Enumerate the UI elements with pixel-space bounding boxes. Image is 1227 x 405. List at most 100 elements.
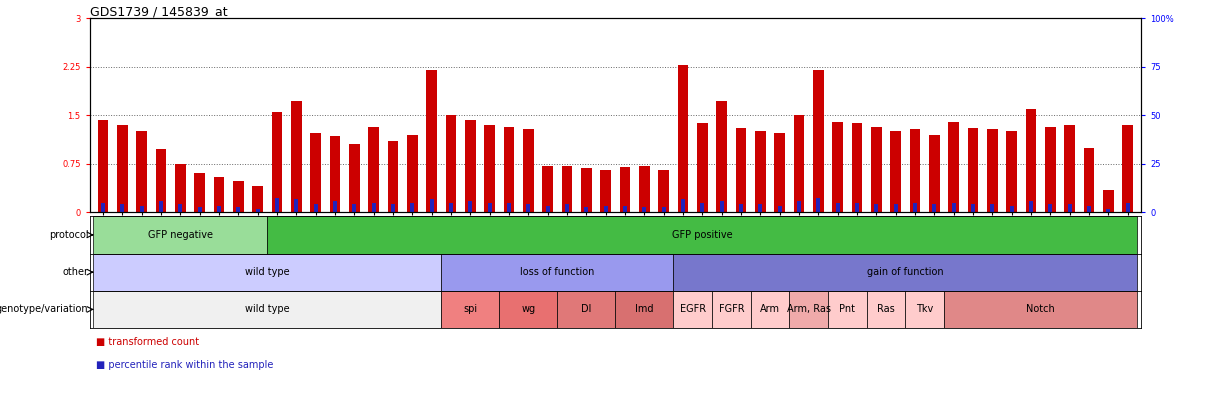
Bar [871, 127, 882, 212]
Bar [774, 133, 785, 212]
Bar [175, 164, 185, 212]
Bar [93, 216, 267, 254]
Bar [832, 122, 843, 212]
Text: GFP negative: GFP negative [148, 230, 213, 240]
Bar [156, 149, 167, 212]
Bar [391, 205, 395, 212]
Bar [681, 199, 685, 212]
Bar [987, 130, 998, 212]
Bar [388, 141, 399, 212]
Bar [584, 207, 588, 212]
Bar [952, 202, 956, 212]
Bar [198, 207, 201, 212]
Bar [504, 127, 514, 212]
Bar [485, 125, 494, 212]
Bar [836, 202, 839, 212]
Bar [542, 166, 553, 212]
Bar [98, 120, 108, 212]
Bar [213, 177, 225, 212]
Bar [674, 291, 712, 328]
Bar [623, 206, 627, 212]
Text: Ras: Ras [877, 305, 894, 314]
Bar [449, 202, 453, 212]
Bar [233, 181, 244, 212]
Bar [255, 209, 260, 212]
Bar [442, 254, 674, 291]
Bar [866, 291, 906, 328]
Bar [789, 291, 828, 328]
Bar [488, 202, 492, 212]
Bar [701, 202, 704, 212]
Bar [1107, 209, 1110, 212]
Bar [267, 216, 1137, 254]
Bar [798, 200, 801, 212]
Bar [310, 133, 321, 212]
Bar [582, 168, 591, 212]
Bar [1026, 109, 1037, 212]
Bar [136, 131, 147, 212]
Bar [523, 130, 534, 212]
Text: Dl: Dl [582, 305, 591, 314]
Bar [237, 207, 240, 212]
Bar [291, 101, 302, 212]
Text: spi: spi [464, 305, 477, 314]
Bar [352, 205, 356, 212]
Bar [1006, 131, 1017, 212]
Bar [852, 123, 863, 212]
Bar [427, 70, 437, 212]
Bar [855, 202, 859, 212]
Bar [1067, 205, 1071, 212]
Bar [93, 254, 442, 291]
Bar [604, 206, 607, 212]
Bar [294, 199, 298, 212]
Bar [194, 173, 205, 212]
Bar [1045, 127, 1055, 212]
Bar [546, 206, 550, 212]
Bar [739, 205, 742, 212]
Bar [507, 202, 510, 212]
Bar [1123, 125, 1133, 212]
Bar [445, 115, 456, 212]
Bar [120, 205, 124, 212]
Bar [429, 199, 433, 212]
Text: Arm: Arm [760, 305, 780, 314]
Text: ■ transformed count: ■ transformed count [96, 337, 199, 347]
Bar [117, 125, 128, 212]
Text: Pnt: Pnt [839, 305, 855, 314]
Bar [101, 202, 106, 212]
Bar [465, 120, 476, 212]
Bar [778, 206, 782, 212]
Text: gain of function: gain of function [867, 267, 944, 277]
Bar [1010, 206, 1014, 212]
Bar [909, 130, 920, 212]
Bar [661, 207, 665, 212]
Bar [971, 205, 975, 212]
Bar [1029, 200, 1033, 212]
Bar [372, 202, 375, 212]
Bar [566, 205, 569, 212]
Bar [1087, 206, 1091, 212]
Bar [600, 170, 611, 212]
Bar [1125, 202, 1130, 212]
Text: FGFR: FGFR [719, 305, 744, 314]
Bar [526, 205, 530, 212]
Bar [659, 170, 669, 212]
Bar [697, 123, 708, 212]
Bar [557, 291, 616, 328]
Bar [330, 136, 340, 212]
Bar [1048, 205, 1053, 212]
Bar [794, 115, 804, 212]
Bar [933, 205, 936, 212]
Bar [891, 131, 901, 212]
Bar [828, 291, 866, 328]
Bar [407, 134, 417, 212]
Bar [140, 206, 144, 212]
Text: loss of function: loss of function [520, 267, 595, 277]
Bar [620, 167, 631, 212]
Bar [333, 200, 337, 212]
Text: other: other [63, 267, 88, 277]
Bar [1083, 147, 1094, 212]
Bar [968, 128, 978, 212]
Text: protocol: protocol [49, 230, 88, 240]
Text: GDS1739 / 145839_at: GDS1739 / 145839_at [90, 5, 227, 18]
